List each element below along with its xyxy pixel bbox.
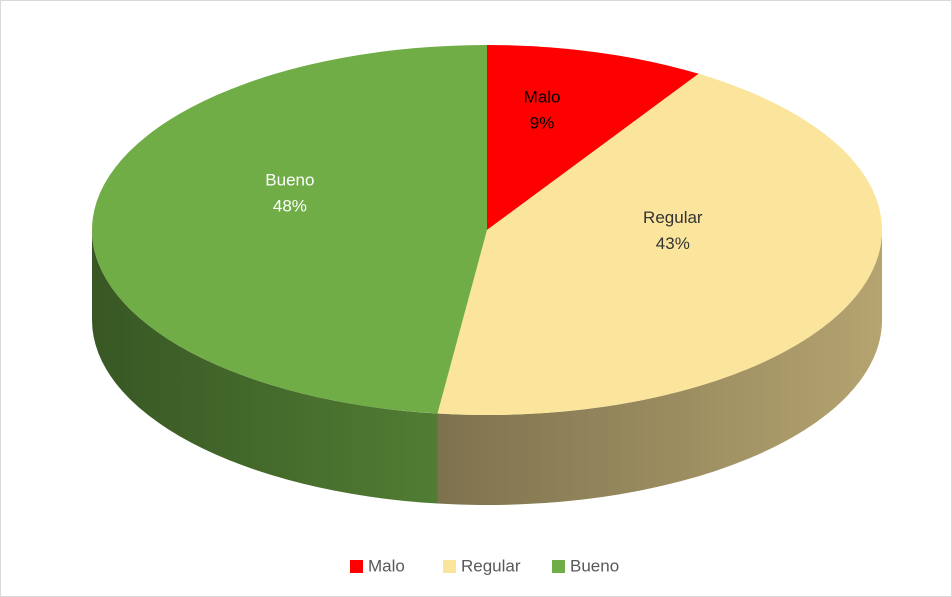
data-label-value: 48%	[273, 197, 307, 216]
data-label-name: Bueno	[265, 171, 314, 190]
data-label-name: Regular	[643, 208, 703, 227]
legend-label: Malo	[368, 556, 405, 575]
data-label-name: Malo	[524, 88, 561, 107]
data-label-value: 43%	[656, 234, 690, 253]
legend-label: Regular	[461, 556, 521, 575]
legend-swatch	[552, 560, 565, 573]
legend-label: Bueno	[570, 556, 619, 575]
pie-side	[437, 230, 882, 506]
pie-side	[92, 230, 438, 504]
pie-slice	[91, 45, 487, 414]
pie-slice	[487, 45, 699, 230]
legend-swatch	[443, 560, 456, 573]
legend-swatch	[350, 560, 363, 573]
data-label-value: 9%	[530, 114, 555, 133]
pie-slice	[437, 73, 883, 416]
